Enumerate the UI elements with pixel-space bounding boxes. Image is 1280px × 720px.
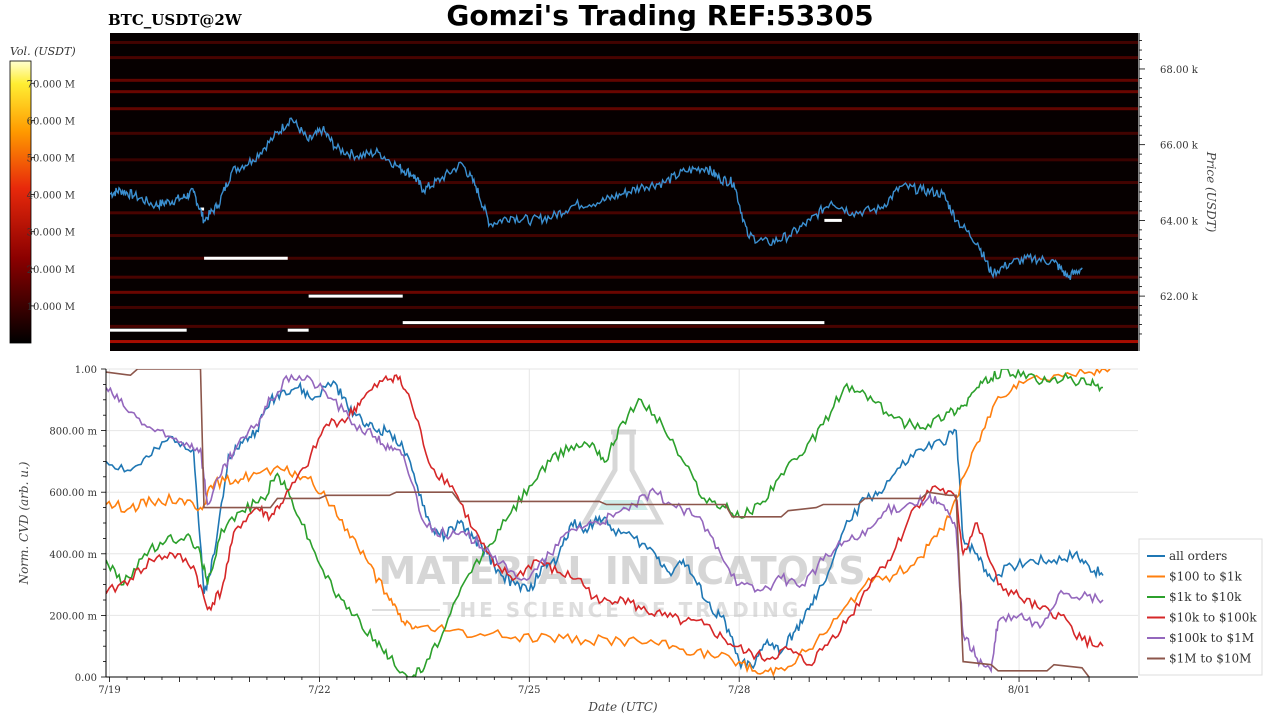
cvd-series-line [106, 369, 1090, 677]
heat-band [110, 131, 1138, 135]
legend-label: $10k to $100k [1169, 611, 1257, 625]
colorbar-tick-label: 50.000 M [27, 153, 75, 164]
heat-band [110, 90, 1138, 94]
heat-band [110, 256, 1138, 260]
legend-label: all orders [1169, 549, 1227, 563]
colorbar-tick-label: 20.000 M [27, 265, 75, 276]
heat-band [110, 107, 1138, 111]
heat-band [110, 78, 1138, 82]
colorbar-tick-label: 40.000 M [27, 191, 75, 202]
order-wall [824, 218, 842, 222]
order-walls [110, 207, 842, 332]
colorbar-tick-label: 10.000 M [27, 302, 75, 313]
order-wall [402, 321, 825, 325]
legend-box [1138, 538, 1263, 676]
price-line [110, 117, 1083, 280]
colorbar-tick-label: 70.000 M [27, 79, 75, 90]
heat-band [110, 340, 1138, 344]
flask-icon [580, 429, 665, 525]
heat-band [110, 211, 1138, 215]
price-axis-label: Price (USDT) [1204, 151, 1218, 233]
price-axis-ticks: 62.00 k 64.00 k 66.00 k 68.00 k [1139, 40, 1199, 335]
cvd-y-tick-label: 1.00 [75, 365, 97, 376]
cvd-x-tick-label: 7/22 [308, 685, 330, 696]
colorbar-tick-label: 30.000 M [27, 228, 75, 239]
legend: all orders $100 to $1k $1k to $10k $10k to … [1147, 549, 1257, 666]
legend-label: $1k to $10k [1169, 590, 1242, 604]
price-tick-label: 62.00 k [1160, 292, 1199, 303]
heat-band [110, 40, 1138, 44]
chart-title: Gomzi's Trading REF:53305 [446, 0, 873, 32]
watermark-tagline: THE SCIENCE OF TRADING [443, 598, 802, 622]
order-wall [204, 256, 288, 260]
watermark: MATERIAL INDICATORS THE SCIENCE OF TRADI… [372, 429, 872, 622]
heat-band [110, 56, 1138, 60]
cvd-y-ticks: 0.00 200.00 m 400.00 m 600.00 m 800.00 m 1.00 [49, 365, 106, 684]
price-tick-label: 64.00 k [1160, 216, 1199, 227]
cvd-x-tick-label: 7/25 [518, 685, 540, 696]
colorbar-ticks: 10.000 M 20.000 M 30.000 M 40.000 M 50.000 M… [27, 79, 75, 313]
order-wall [308, 294, 403, 298]
cvd-y-tick-label: 400.00 m [49, 550, 97, 561]
cvd-y-tick-label: 800.00 m [49, 427, 97, 438]
heat-band [110, 234, 1138, 238]
legend-label: $1M to $10M [1169, 652, 1251, 666]
order-wall [200, 207, 205, 211]
colorbar-label: Vol. (USDT) [10, 45, 76, 58]
cvd-series-line [106, 369, 1103, 677]
heat-band [110, 275, 1138, 279]
cvd-y-tick-label: 0.00 [75, 673, 97, 684]
cvd-y-tick-label: 600.00 m [49, 488, 97, 499]
price-tick-label: 66.00 k [1160, 141, 1199, 152]
cvd-x-tick-label: 8/01 [1008, 685, 1030, 696]
cvd-series-line [106, 373, 1104, 674]
cvd-x-tick-label: 7/28 [728, 685, 750, 696]
heat-band [110, 181, 1138, 185]
colorbar-tick-label: 60.000 M [27, 116, 75, 127]
cvd-x-axis-label: Date (UTC) [587, 700, 657, 714]
heat-band [110, 324, 1138, 328]
cvd-x-tick-label: 7/19 [98, 685, 120, 696]
colorbar [9, 60, 32, 344]
legend-label: $100 to $1k [1169, 570, 1242, 584]
cvd-series-line [106, 380, 1104, 671]
cvd-x-ticks: 7/19 7/22 7/25 7/28 8/01 [98, 677, 1090, 696]
order-wall [110, 328, 187, 332]
order-wall [287, 328, 309, 332]
watermark-brand: MATERIAL INDICATORS [378, 549, 865, 593]
heat-band [110, 305, 1138, 309]
heat-band [110, 290, 1138, 294]
legend-label: $100k to $1M [1169, 631, 1254, 645]
cvd-lines [106, 369, 1111, 677]
pair-label: BTC_USDT@2W [108, 11, 243, 29]
cvd-y-tick-label: 200.00 m [49, 611, 97, 622]
cvd-series-line [106, 369, 1111, 677]
heat-bands [110, 40, 1138, 344]
heat-band [110, 158, 1138, 162]
price-tick-label: 68.00 k [1160, 65, 1199, 76]
cvd-y-axis-label: Norm. CVD (arb. u.) [17, 461, 31, 585]
